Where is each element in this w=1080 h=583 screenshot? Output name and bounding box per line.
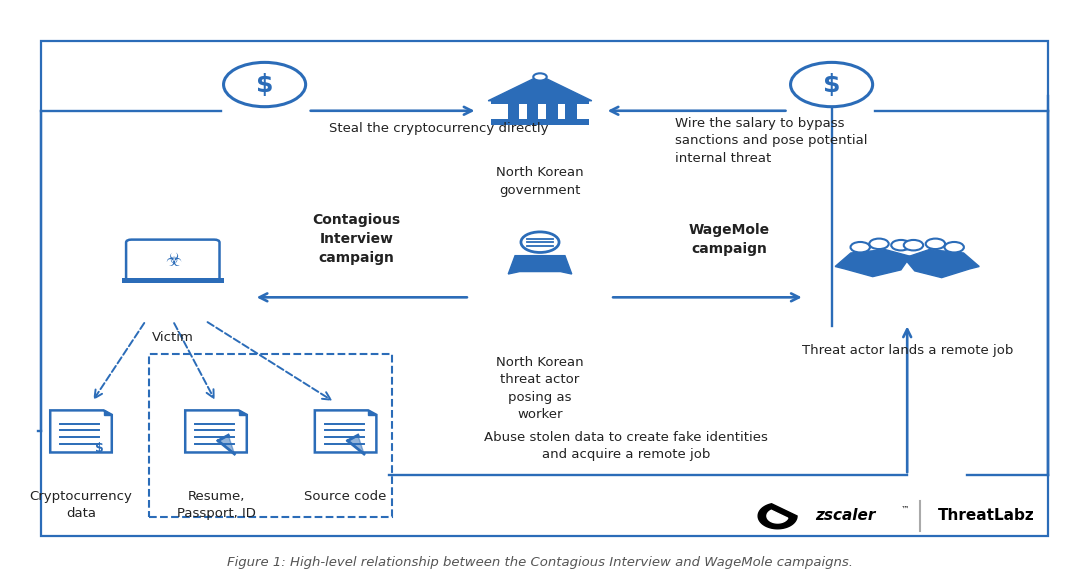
Polygon shape [104, 410, 112, 415]
Polygon shape [239, 410, 246, 415]
Text: Resume,
Passport, ID: Resume, Passport, ID [176, 490, 256, 520]
Text: $: $ [823, 72, 840, 97]
Text: WageMole
campaign: WageMole campaign [688, 223, 770, 255]
Bar [527, 102, 539, 120]
Polygon shape [758, 504, 797, 529]
Polygon shape [368, 410, 377, 415]
Bar [149, 354, 392, 517]
Bar [508, 102, 519, 120]
Polygon shape [835, 250, 910, 276]
Bar [41, 41, 1048, 536]
Bar [122, 279, 224, 283]
Polygon shape [50, 410, 112, 452]
Bar [490, 100, 590, 104]
Circle shape [904, 240, 923, 251]
Polygon shape [186, 410, 246, 452]
Text: $: $ [95, 441, 104, 455]
Text: North Korean
threat actor
posing as
worker: North Korean threat actor posing as work… [496, 356, 584, 421]
Text: North Korean
government: North Korean government [496, 166, 584, 196]
FancyBboxPatch shape [126, 240, 219, 281]
Text: Threat actor lands a remote job: Threat actor lands a remote job [801, 344, 1013, 357]
Polygon shape [488, 76, 592, 101]
Circle shape [869, 238, 889, 249]
Text: Steal the cryptocurrency directly: Steal the cryptocurrency directly [329, 122, 549, 135]
Polygon shape [348, 435, 364, 454]
Polygon shape [767, 510, 787, 523]
Text: zscaler: zscaler [815, 508, 876, 524]
Circle shape [851, 242, 869, 252]
Text: ™: ™ [901, 504, 909, 514]
Bar [566, 102, 577, 120]
Text: Contagious
Interview
campaign: Contagious Interview campaign [312, 213, 401, 265]
Polygon shape [315, 410, 377, 452]
Polygon shape [904, 250, 980, 278]
Text: Figure 1: High-level relationship between the Contagious Interview and WageMole : Figure 1: High-level relationship betwee… [227, 556, 853, 569]
Text: Source code: Source code [305, 490, 387, 503]
Polygon shape [509, 255, 571, 274]
Text: Cryptocurrency
data: Cryptocurrency data [29, 490, 133, 520]
Text: $: $ [256, 72, 273, 97]
Circle shape [534, 73, 546, 80]
Text: Victim: Victim [152, 331, 193, 344]
Text: ☣: ☣ [165, 252, 180, 271]
Circle shape [926, 238, 945, 249]
Polygon shape [218, 435, 234, 454]
Circle shape [945, 242, 963, 252]
Bar [546, 102, 557, 120]
Text: Wire the salary to bypass
sanctions and pose potential
internal threat: Wire the salary to bypass sanctions and … [675, 117, 867, 164]
Bar [490, 120, 590, 125]
Text: Abuse stolen data to create fake identities
and acquire a remote job: Abuse stolen data to create fake identit… [485, 431, 768, 461]
Circle shape [891, 240, 910, 251]
Text: ThreatLabz: ThreatLabz [937, 508, 1035, 524]
